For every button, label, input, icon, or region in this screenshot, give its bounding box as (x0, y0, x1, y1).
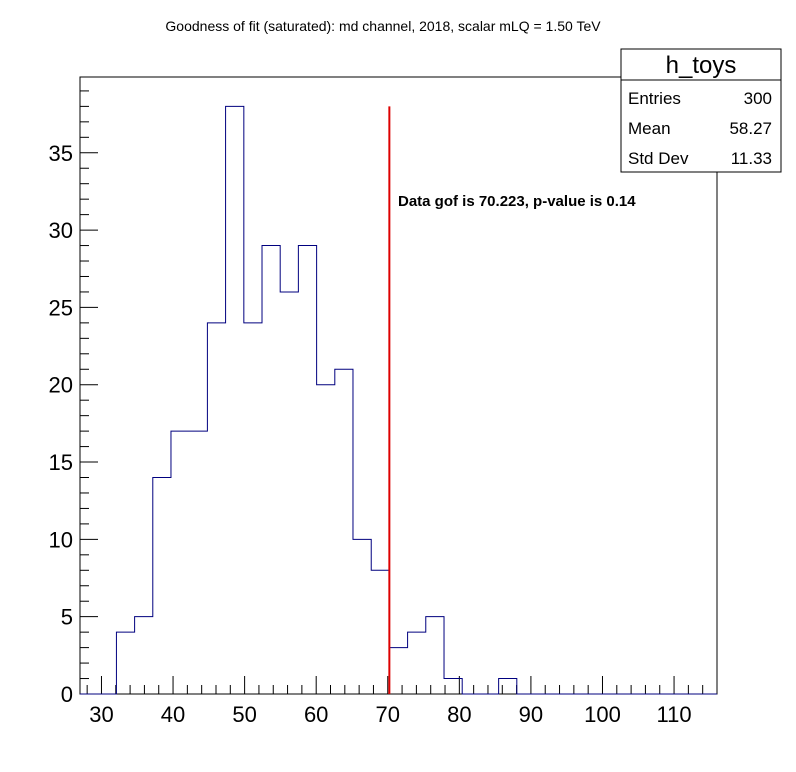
y-tick-label: 35 (49, 141, 73, 166)
stats-value-mean: 58.27 (729, 119, 772, 138)
y-tick-label: 20 (49, 373, 73, 398)
y-tick-label: 5 (61, 605, 73, 630)
x-tick-label: 30 (89, 702, 113, 727)
y-tick-label: 25 (49, 295, 73, 320)
stats-box-title: h_toys (666, 52, 737, 79)
x-tick-label: 70 (376, 702, 400, 727)
y-tick-label: 0 (61, 682, 73, 707)
x-axis: 30 40 50 60 70 80 90 100 110 (86, 676, 718, 727)
stats-box-frame (620, 48, 782, 173)
x-tick-label: 40 (161, 702, 185, 727)
x-tick-label: 90 (519, 702, 543, 727)
chart-title: Goodness of fit (saturated): md channel,… (165, 18, 601, 34)
y-axis: 0 5 10 15 20 25 30 35 (49, 90, 98, 707)
plot-frame (79, 76, 718, 695)
x-tick-label: 110 (657, 702, 692, 727)
y-tick-label: 30 (49, 218, 73, 243)
x-tick-label: 80 (447, 702, 471, 727)
stats-label-entries: Entries (628, 89, 681, 108)
y-tick-label: 10 (49, 527, 73, 552)
x-tick-label: 60 (304, 702, 328, 727)
stats-value-stddev: 11.33 (731, 149, 772, 168)
x-tick-label: 100 (584, 702, 621, 727)
x-tick-label: 50 (232, 702, 256, 727)
stats-box: h_toys Entries 300 Mean 58.27 Std Dev 11… (620, 48, 782, 173)
gof-annotation: Data gof is 70.223, p-value is 0.14 (398, 193, 636, 210)
histogram-outline (80, 105, 717, 695)
stats-value-entries: 300 (744, 89, 772, 108)
stats-label-mean: Mean (628, 119, 671, 138)
stats-label-stddev: Std Dev (628, 149, 689, 168)
y-tick-label: 15 (49, 450, 73, 475)
